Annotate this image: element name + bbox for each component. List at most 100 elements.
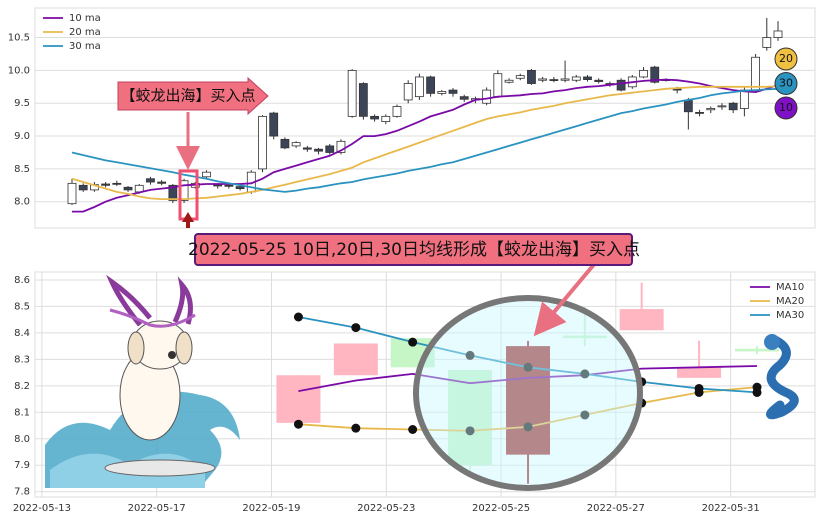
candle-body <box>347 69 357 117</box>
y-tick-label: 9.5 <box>14 98 30 109</box>
candle-body <box>683 99 693 113</box>
ma-line <box>298 365 758 392</box>
surfing-dog <box>45 274 240 488</box>
badge-label: 30 <box>779 77 793 90</box>
candle-body <box>677 367 722 378</box>
candle-body <box>101 183 111 186</box>
candle-body <box>459 96 469 100</box>
dragon <box>764 334 799 420</box>
candle-body <box>224 184 234 187</box>
y-tick-label: 8.1 <box>14 407 30 418</box>
x-tick-label: 2022-05-19 <box>242 503 300 514</box>
x-tick-label: 2022-05-13 <box>13 503 71 514</box>
ma-marker <box>465 350 475 360</box>
y-tick-label: 8.5 <box>14 164 30 175</box>
dog-nose <box>168 351 176 359</box>
ma-marker <box>351 423 361 433</box>
candle-body <box>773 30 783 38</box>
candle-body <box>123 186 133 191</box>
candle-body <box>370 115 379 120</box>
badge-label: 20 <box>779 52 793 65</box>
candle-body <box>527 69 536 84</box>
ma-line <box>72 78 779 213</box>
y-tick-label: 8.0 <box>14 197 30 208</box>
candle-body <box>157 181 167 184</box>
candle-body <box>706 108 716 111</box>
y-tick-label: 10.5 <box>8 33 30 44</box>
candle-body <box>562 335 607 339</box>
candle-body <box>560 78 570 81</box>
ma-marker <box>465 426 475 436</box>
candle-body <box>695 112 704 114</box>
ma-marker <box>694 383 704 393</box>
candle-body <box>202 171 211 178</box>
candle-body <box>146 178 155 183</box>
x-tick-label: 2022-05-25 <box>472 503 530 514</box>
candle-body <box>392 106 402 117</box>
candle-body <box>762 37 772 48</box>
candle-body <box>291 142 301 147</box>
candle-body <box>381 115 391 123</box>
dog-ear <box>175 331 193 365</box>
ma-line <box>71 87 779 193</box>
y-tick-label: 10.0 <box>8 65 30 76</box>
candle-body <box>336 140 346 153</box>
y-tick-label: 7.8 <box>14 487 30 498</box>
ma-marker <box>293 419 303 429</box>
highlight-ellipse <box>413 295 643 491</box>
plot-area <box>34 7 816 229</box>
y-tick-label: 8.6 <box>14 275 30 286</box>
banner <box>194 233 633 266</box>
candle-body <box>358 83 368 117</box>
candle-body <box>235 186 245 189</box>
candle-body <box>269 112 279 137</box>
candle-body <box>728 102 738 111</box>
candle-body <box>78 184 88 191</box>
dog-ear <box>127 331 145 365</box>
candle-body <box>571 76 581 81</box>
annotation-text: 【蛟龙出海】买入点 <box>120 87 255 105</box>
candle-body <box>639 69 648 78</box>
badge <box>774 96 798 120</box>
dragon-crest <box>109 308 196 328</box>
candle-body <box>650 66 660 83</box>
candle-body <box>735 348 780 352</box>
candle-body <box>583 76 592 80</box>
candle-body <box>549 79 559 81</box>
legend-label: 30 ma <box>69 41 101 52</box>
candle-body <box>134 184 144 193</box>
candle-body <box>616 79 626 91</box>
candle-body <box>333 343 378 376</box>
candle-body <box>493 73 503 98</box>
ma-marker <box>408 337 418 347</box>
y-tick-label: 8.2 <box>14 381 30 392</box>
ma-marker <box>523 422 533 432</box>
legend-label: 20 ma <box>69 27 101 38</box>
candle-body <box>515 75 525 79</box>
ma-marker <box>580 410 590 420</box>
candle-body <box>739 89 749 109</box>
ma-marker <box>752 387 762 397</box>
candle-body <box>403 83 413 101</box>
candle-body <box>112 182 122 185</box>
surfboard <box>104 459 216 477</box>
dragon-horns <box>106 274 193 327</box>
candle-body <box>302 147 312 150</box>
banner-text: 2022-05-25 10日,20日,30日均线形成【蛟龙出海】买入点 <box>188 240 640 260</box>
x-tick-label: 2022-05-23 <box>357 503 415 514</box>
buy-marker <box>182 212 194 228</box>
top-panel: 8.0 8.5 9.0 9.5 10.0 10.5 <box>8 7 816 229</box>
ma-marker <box>351 323 361 333</box>
candle-body <box>751 56 760 91</box>
y-tick-label: 8.4 <box>14 328 30 339</box>
annotation-arrow <box>117 76 269 116</box>
badge <box>774 72 798 95</box>
decorations: 【蛟龙出海】买入点 2022-05-25 10日,20日,30日均线形成【蛟龙出… <box>45 76 799 491</box>
candle-body <box>538 78 548 81</box>
y-tick-label: 8.5 <box>14 301 30 312</box>
badge-label: 10 <box>779 101 793 114</box>
y-tick-label: 7.9 <box>14 460 30 471</box>
legend-label: MA10 <box>776 282 804 293</box>
ma-line <box>71 85 779 200</box>
